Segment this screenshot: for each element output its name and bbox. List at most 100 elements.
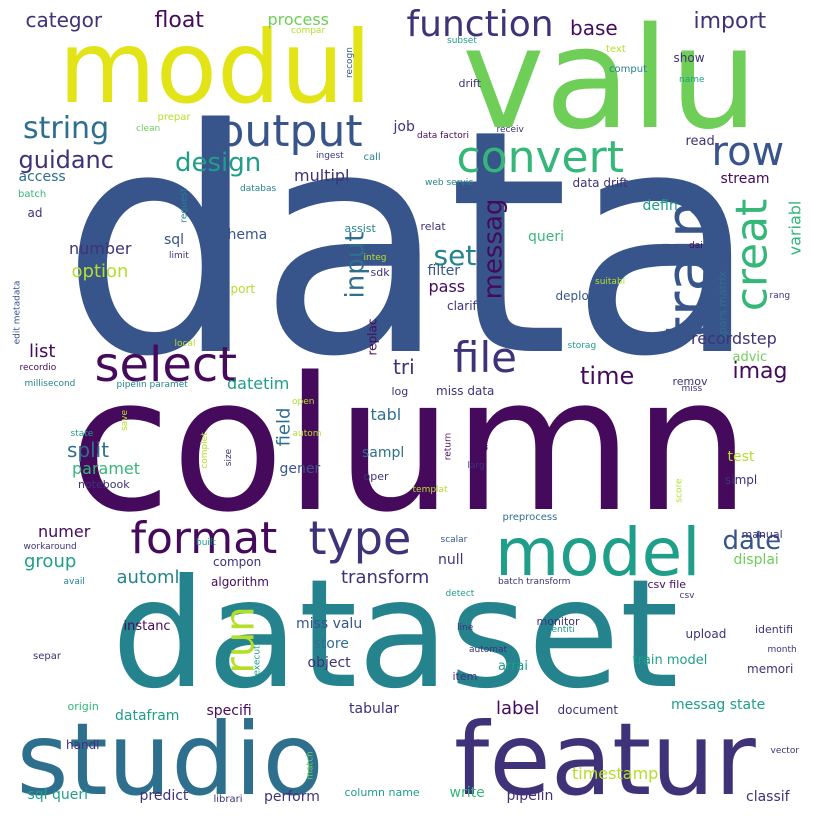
word-rang: rang xyxy=(769,290,791,301)
word-larg: larg xyxy=(467,460,485,471)
word-automl: automl xyxy=(116,567,180,588)
word-set: set xyxy=(433,239,477,272)
word-relat: relat xyxy=(420,219,446,233)
word-base: base xyxy=(570,16,618,40)
word-train-model: train model xyxy=(632,652,708,668)
word-month: month xyxy=(767,644,797,655)
word-memori: memori xyxy=(747,662,794,676)
word-categor: categor xyxy=(25,8,103,32)
word-recordio: recordio xyxy=(19,362,57,373)
word-imag: imag xyxy=(732,359,788,384)
word-model: model xyxy=(495,514,701,591)
word-input: input xyxy=(339,231,370,299)
word-simpl: simpl xyxy=(725,473,758,487)
word-variabl: variabl xyxy=(784,200,804,256)
word-add: add xyxy=(475,428,490,452)
word-databas: databas xyxy=(240,183,277,194)
word-algorithm: algorithm xyxy=(211,575,269,589)
word-size: size xyxy=(223,448,234,466)
word-read: read xyxy=(685,133,715,149)
word-datafram: datafram xyxy=(115,708,180,724)
word-suitabl: suitabl xyxy=(595,276,626,287)
word-messag: messag xyxy=(477,198,508,300)
word-assist: assist xyxy=(344,221,376,235)
word-pipelin-paramet: pipelin paramet xyxy=(116,379,188,390)
word-data-factori: data factori xyxy=(417,130,470,141)
word-timestamp: timestamp xyxy=(572,764,659,783)
word-entiti: entiti xyxy=(551,624,575,635)
word-call: call xyxy=(363,152,381,163)
word-storag: storag xyxy=(567,340,597,351)
word-group: group xyxy=(24,551,77,572)
word-test: test xyxy=(727,449,755,465)
word-train: train xyxy=(652,200,723,340)
word-number: number xyxy=(69,239,132,258)
word-list: list xyxy=(29,341,56,362)
word-write: write xyxy=(449,785,485,801)
word-import: import xyxy=(693,9,767,34)
word-data-drift: data drift xyxy=(572,176,628,190)
word-file: file xyxy=(453,333,517,382)
word-millisecond: millisecond xyxy=(24,378,76,389)
word-access: access xyxy=(18,169,66,185)
word-document: document xyxy=(557,703,619,717)
word-csv-file: csv file xyxy=(647,577,687,591)
word-store: store xyxy=(313,636,349,652)
word-predict: predict xyxy=(139,788,189,804)
word-autom: autom xyxy=(292,428,322,439)
word-score: score xyxy=(674,477,685,503)
word-prepar: prepar xyxy=(157,112,191,123)
word-dai: dai xyxy=(689,240,703,251)
word-monitor: monitor xyxy=(536,614,580,628)
word-state: state xyxy=(70,428,94,439)
word-messag-state: messag state xyxy=(671,697,766,713)
word-time: time xyxy=(580,362,635,390)
word-execut: execut xyxy=(252,644,263,676)
word-numer: numer xyxy=(38,522,91,541)
word-type: type xyxy=(308,511,412,565)
word-select: select xyxy=(94,337,238,393)
word-upload: upload xyxy=(685,627,727,641)
word-column: column xyxy=(69,336,751,553)
word-return: return xyxy=(443,432,454,460)
word-object: object xyxy=(307,655,351,671)
word-origin: origin xyxy=(67,699,99,713)
word-handl: handl xyxy=(66,738,100,752)
word-ad: ad xyxy=(27,206,43,220)
word-design: design xyxy=(175,148,262,178)
word-miss-data: miss data xyxy=(436,384,495,398)
word-row: row xyxy=(711,129,785,175)
word-vector: vector xyxy=(770,745,800,756)
word-sdk: sdk xyxy=(370,265,390,279)
word-oper: oper xyxy=(363,469,389,483)
word-studio: studio xyxy=(16,701,324,818)
word-open: open xyxy=(292,396,315,407)
word-csv: csv xyxy=(679,590,695,601)
word-request: request xyxy=(179,187,190,223)
word-stream: stream xyxy=(720,171,770,187)
word-job: job xyxy=(393,119,415,135)
word-miss-valu: miss valu xyxy=(296,616,363,632)
word-manual: manual xyxy=(741,527,783,541)
word-function: function xyxy=(406,4,554,45)
word-local: local xyxy=(174,338,196,349)
word-batch-transform: batch transform xyxy=(498,576,571,587)
word-scalar: scalar xyxy=(440,534,468,545)
word-compar: compar xyxy=(291,25,326,36)
word-receiv: receiv xyxy=(496,124,524,135)
word-line: line xyxy=(457,622,474,633)
word-miss: miss xyxy=(681,383,703,394)
word-notebook: notebook xyxy=(78,477,130,491)
word-valu: valu xyxy=(462,0,759,161)
word-deploi: deploi xyxy=(555,289,593,303)
word-web-servic: web servic xyxy=(425,177,474,188)
word-guidanc: guidanc xyxy=(18,146,114,174)
word-float: float xyxy=(154,8,204,33)
word-creat: creat xyxy=(725,198,777,312)
word-sql-queri: sql queri xyxy=(27,787,89,803)
word-format: format xyxy=(130,513,278,564)
word-pipelin: pipelin xyxy=(506,788,554,804)
word-match: match xyxy=(305,750,316,780)
word-advic: advic xyxy=(732,349,768,365)
